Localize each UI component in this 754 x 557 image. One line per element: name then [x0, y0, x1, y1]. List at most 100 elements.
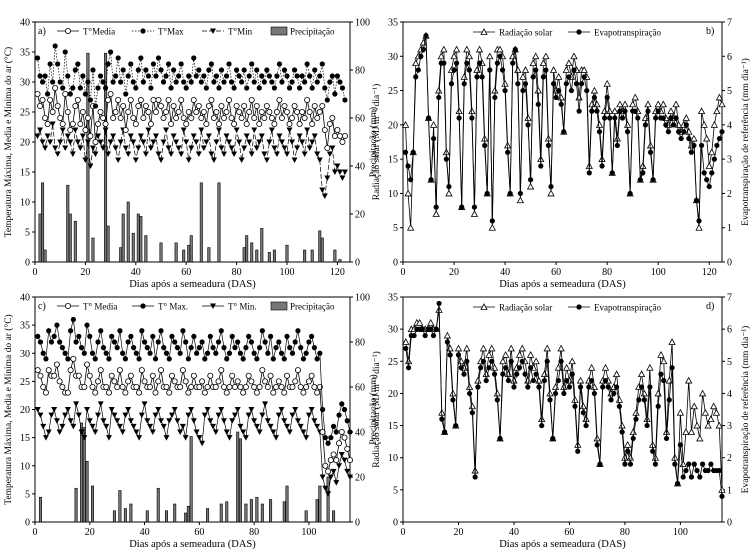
tmax-point — [150, 61, 157, 67]
x-tick-label: 100 — [651, 267, 666, 278]
tmed-point — [74, 97, 81, 104]
tmed-point — [311, 383, 318, 390]
evapotranspiration-point — [474, 74, 480, 80]
tmin-point — [319, 474, 326, 480]
tmax-point — [118, 79, 124, 85]
tmed-point — [152, 389, 159, 396]
evapotranspiration-point — [433, 204, 439, 210]
tmax-point — [120, 67, 126, 73]
tmax-point — [269, 79, 275, 85]
tmed-point — [236, 109, 243, 116]
tmax-point — [150, 333, 156, 339]
tmax-point — [145, 73, 151, 79]
tmin-point — [231, 412, 238, 419]
tmax-point — [213, 73, 220, 79]
tmin-point — [155, 407, 162, 413]
legend-evapotranspiration-legend-label: Evapotranspiração — [594, 28, 661, 38]
evapotranspiration-point — [405, 163, 411, 169]
evapotranspiration-point — [647, 384, 653, 390]
tmed-point — [180, 115, 187, 122]
tmin-point — [212, 429, 219, 435]
tmin-point — [47, 139, 54, 145]
tmin-point — [158, 157, 164, 163]
tmed-point — [204, 383, 211, 390]
solar-radiation-point — [514, 66, 522, 73]
y2-tick-label: 6 — [727, 52, 732, 63]
precipitation-bar — [173, 503, 177, 523]
tmax-point — [279, 79, 285, 85]
tmed-point — [92, 389, 99, 396]
tmed-point — [231, 121, 238, 128]
tmin-point — [253, 423, 260, 430]
tmin-point — [86, 418, 93, 424]
evapotranspiration-point — [589, 377, 595, 384]
solar-radiation-point — [659, 100, 667, 108]
tmax-point — [239, 79, 245, 85]
tmax-point — [274, 73, 280, 79]
plot-frame — [402, 296, 723, 523]
tmin-point — [221, 151, 227, 157]
tmax-point — [204, 350, 211, 356]
evapotranspiration-point — [625, 448, 631, 454]
evapotranspiration-point — [428, 177, 434, 183]
tmax-point — [125, 339, 131, 345]
precipitation-bar — [207, 247, 211, 263]
tmed-point — [330, 451, 337, 458]
tmax-point — [196, 345, 202, 351]
tmin-point — [289, 139, 296, 145]
tmax-point — [271, 85, 277, 91]
precipitation-bar — [269, 499, 273, 523]
precipitation-bar — [118, 490, 122, 523]
y-tick-label: 30 — [20, 78, 30, 89]
tmin-point — [296, 133, 303, 139]
tmin-point — [57, 139, 64, 145]
precipitation-bar — [129, 503, 133, 523]
evapotranspiration-point — [632, 108, 638, 114]
tmed-point — [245, 372, 252, 379]
tmax-point — [100, 79, 106, 85]
tmin-point — [62, 412, 69, 419]
tmin-point — [223, 429, 230, 435]
solar-radiation-point — [713, 107, 721, 115]
tmax-point — [287, 345, 293, 351]
y2-axis-title: Evapotranspiração de referência (mm dia⁻… — [740, 58, 751, 226]
tmin-point — [267, 423, 274, 430]
solar-radiation-point — [529, 59, 537, 67]
x-tick-label: 60 — [194, 527, 204, 538]
tmin-point — [264, 418, 271, 424]
tmin-point — [39, 139, 46, 145]
y-axis-title: Temperatura Máxima, Media e Mínima do ar… — [3, 314, 14, 504]
tmax-point — [336, 412, 342, 418]
tmin-point — [234, 407, 241, 413]
y-tick-label: 5 — [393, 223, 398, 234]
evapotranspiration-point — [480, 358, 487, 364]
tmed-point — [207, 372, 214, 379]
tmed-point — [64, 109, 71, 116]
evapotranspiration-point — [476, 60, 483, 66]
y2-tick-label: 0 — [355, 258, 360, 269]
tmax-point — [292, 339, 298, 345]
legend-precip-swatch — [270, 301, 288, 311]
y-tick-label: 25 — [388, 357, 398, 368]
tmax-point — [68, 328, 74, 334]
solar-radiation-point — [568, 357, 576, 365]
tmax-point — [128, 61, 134, 67]
solar-radiation-point — [685, 376, 693, 384]
evapotranspiration-point — [719, 493, 725, 499]
tmax-point — [334, 73, 340, 79]
evapotranspiration-point — [508, 358, 514, 364]
tmed-point — [185, 109, 192, 116]
solar-radiation-point — [542, 52, 550, 60]
tmin-point — [82, 157, 89, 163]
y2-tick-label: 5 — [727, 357, 732, 368]
evapotranspiration-point — [675, 480, 681, 487]
solar-radiation-point — [519, 73, 527, 80]
precipitation-bar — [260, 503, 264, 523]
tmin-point — [62, 145, 69, 151]
evapotranspiration-point — [577, 384, 584, 390]
tmin-point — [174, 418, 181, 424]
solar-radiation-point — [404, 357, 413, 365]
y-tick-label: 35 — [388, 18, 398, 29]
tmax-point — [130, 79, 136, 85]
tmin-point — [276, 133, 283, 139]
